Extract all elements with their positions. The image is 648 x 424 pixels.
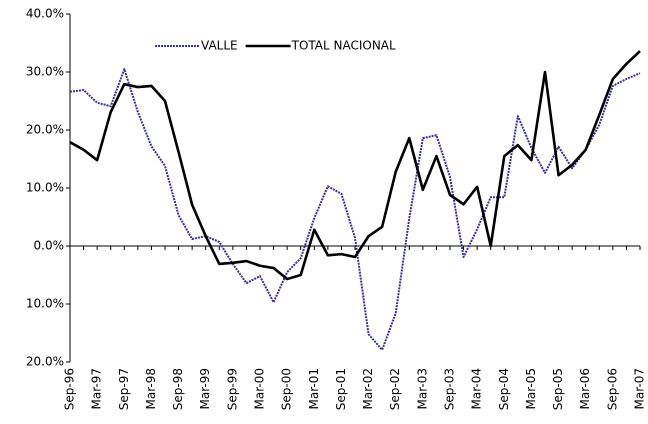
x-tick-label: Mar-99 xyxy=(198,368,212,409)
series-line xyxy=(69,50,641,281)
y-tick-label: 40.0% xyxy=(26,7,64,21)
x-tick-label: Mar-97 xyxy=(90,368,104,409)
x-tick-label: Sep-99 xyxy=(225,368,239,410)
y-tick-label: 10.0% xyxy=(26,297,64,311)
x-tick-label: Mar-05 xyxy=(524,368,538,409)
x-tick-label: Sep-06 xyxy=(605,368,619,410)
x-tick-label: Sep-98 xyxy=(171,368,185,410)
y-tick-label: 10.0% xyxy=(26,181,64,195)
legend-label: VALLE xyxy=(201,39,238,53)
x-tick-label: Mar-00 xyxy=(253,368,267,409)
y-tick-label: 30.0% xyxy=(26,65,64,79)
y-tick-label: 20.0% xyxy=(26,123,64,137)
x-tick-label: Sep-96 xyxy=(63,368,77,410)
legend-label: TOTAL NACIONAL xyxy=(291,39,396,53)
x-tick-label: Sep-04 xyxy=(497,368,511,410)
x-tick-label: Mar-04 xyxy=(470,368,484,409)
series-line xyxy=(69,68,641,351)
x-tick-label: Sep-02 xyxy=(388,368,402,410)
x-tick-label: Mar-06 xyxy=(578,368,592,409)
x-tick-label: Mar-98 xyxy=(144,368,158,409)
x-tick-label: Sep-00 xyxy=(280,368,294,410)
x-tick-label: Mar-03 xyxy=(415,368,429,409)
x-tick-label: Mar-02 xyxy=(361,368,375,409)
x-tick-label: Mar-07 xyxy=(633,368,647,409)
x-tick-label: Sep-03 xyxy=(443,368,457,410)
y-tick-label: 0.0% xyxy=(34,239,65,253)
x-tick-label: Sep-97 xyxy=(117,368,131,410)
x-tick-label: Sep-05 xyxy=(551,368,565,410)
y-tick-label: 20.0% xyxy=(26,355,64,369)
x-tick-label: Mar-01 xyxy=(307,368,321,409)
x-tick-label: Sep-01 xyxy=(334,368,348,410)
